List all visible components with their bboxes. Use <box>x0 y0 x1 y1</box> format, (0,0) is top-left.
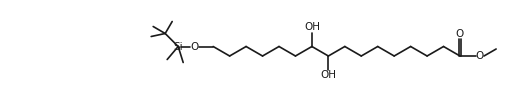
Text: O: O <box>456 29 464 39</box>
Text: O: O <box>190 41 198 51</box>
Text: OH: OH <box>304 22 320 32</box>
Text: Si: Si <box>173 41 183 51</box>
Text: O: O <box>476 51 484 61</box>
Text: OH: OH <box>320 70 336 80</box>
